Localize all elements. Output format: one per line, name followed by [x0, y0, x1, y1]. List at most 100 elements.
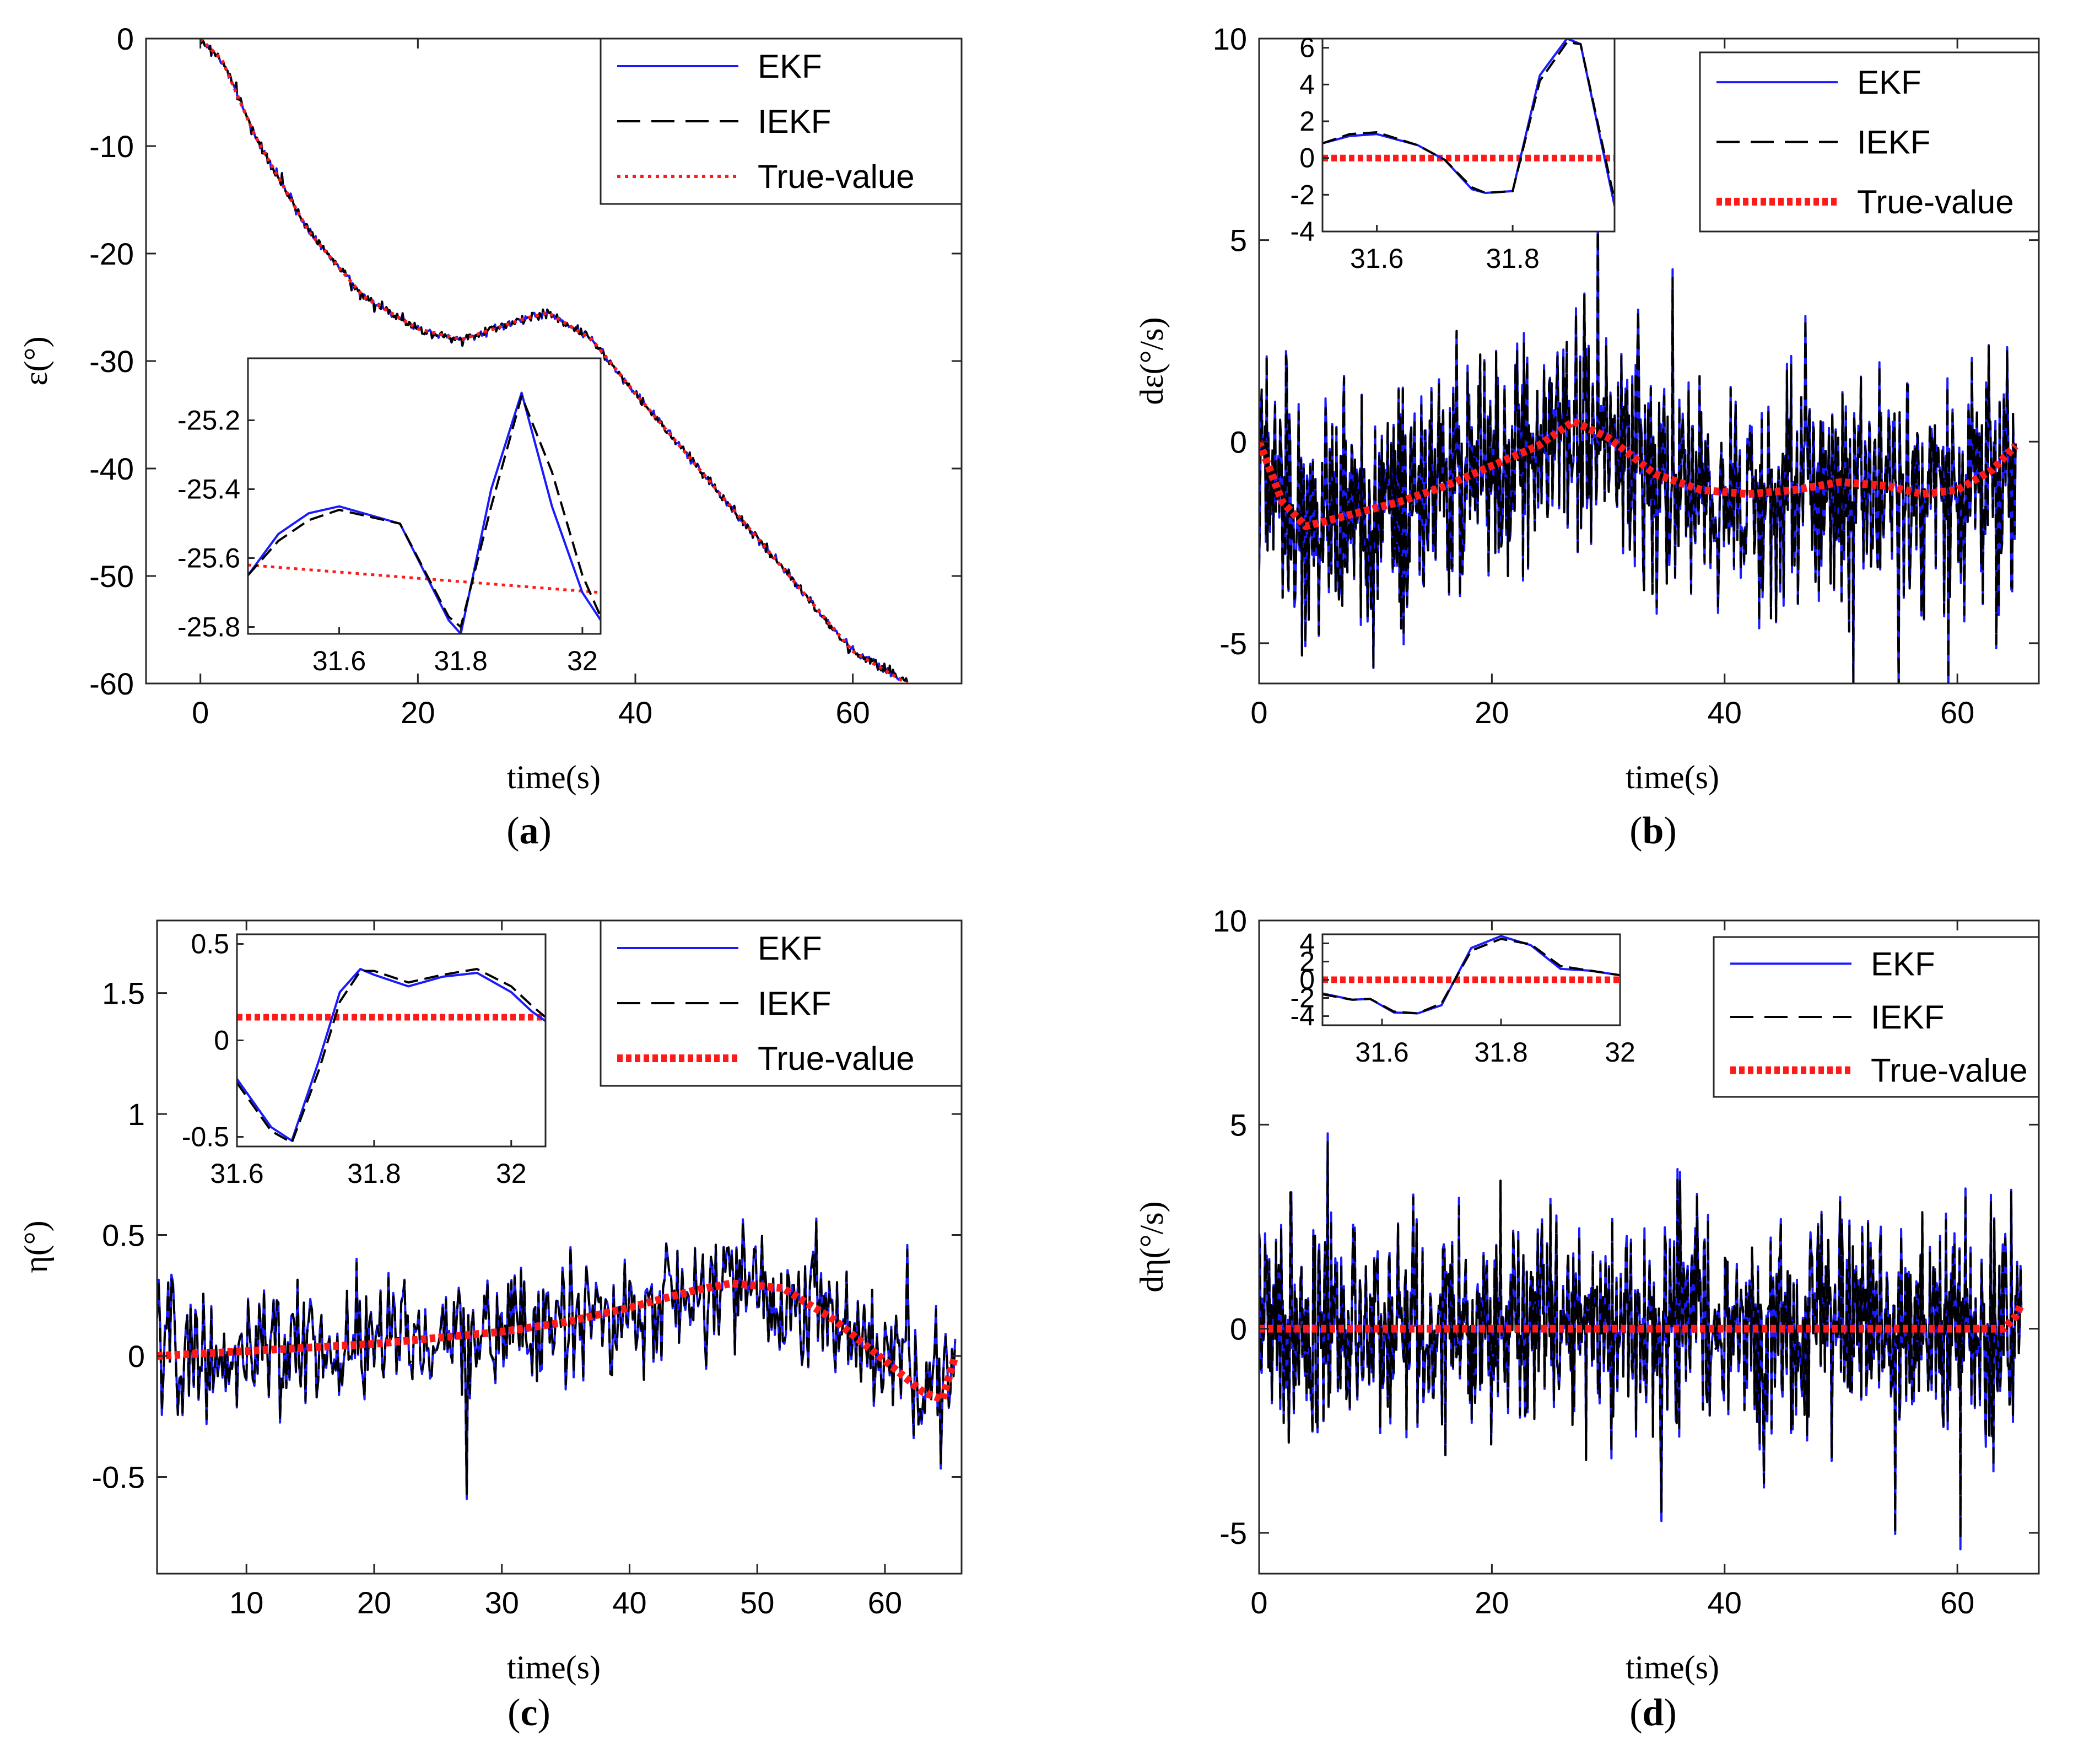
inset-y-tick-label-b: 0: [1299, 143, 1315, 174]
y-tick-label-a: -60: [89, 666, 134, 701]
y-axis-label-d: dη(°/s): [1133, 1201, 1170, 1292]
legend-label-truth-c: True-value: [758, 1040, 915, 1077]
inset-y-tick-label-c: -0.5: [182, 1122, 229, 1153]
y-tick-label-b: -5: [1219, 626, 1247, 661]
y-tick-label-c: 1: [128, 1097, 145, 1132]
panel-a: 0 20 40 60 0 -10 -20 -30 -40 -50 -60 time(s) ε(°) (a)…: [18, 21, 963, 852]
caption-d: (d): [1629, 1692, 1677, 1734]
x-tick-label-c: 30: [485, 1585, 519, 1620]
inset-x-tick-label-b: 31.8: [1486, 243, 1539, 274]
x-tick-label-c: 50: [740, 1585, 774, 1620]
plot-area-a: [199, 39, 909, 683]
inset-x-tick-label-d: 32: [1605, 1037, 1635, 1068]
iekf-series-d: [1259, 1141, 2023, 1539]
y-tick-label-b: 0: [1230, 424, 1247, 459]
inset-y-tick-label-a: -25.8: [177, 612, 240, 643]
legend-label-ekf-d: EKF: [1871, 945, 1935, 982]
y-tick-label-c: 0: [128, 1339, 145, 1374]
inset-iekf-a: [248, 395, 601, 628]
inset-iekf-d: [1322, 938, 1620, 1015]
y-tick-label-b: 5: [1230, 223, 1247, 258]
legend-label-iekf-a: IEKF: [758, 103, 831, 140]
axes-box-b: [1258, 37, 2040, 685]
y-tick-label-b: 10: [1213, 21, 1247, 56]
y-tick-label-a: -40: [89, 451, 134, 486]
plot-area-d: [1259, 1132, 2025, 1551]
y-tick-label-a: 0: [117, 21, 134, 56]
inset-d: 31.6 31.8 32 420-2-4: [1291, 928, 1635, 1068]
caption-a: (a): [506, 810, 552, 852]
panel-c: 10 20 30 40 50 60 1.5 1 0.5 0 -0.5 time(s) η(°) (c) 31…: [18, 919, 963, 1734]
legend-label-ekf-c: EKF: [758, 930, 822, 967]
inset-frame-a: [247, 357, 602, 635]
truth-series-a: [199, 39, 908, 683]
inset-x-tick-label-a: 32: [567, 645, 598, 676]
inset-x-tick-label-c: 31.8: [347, 1158, 401, 1189]
iekf-series-a: [199, 39, 909, 683]
x-tick-label-d: 60: [1940, 1585, 1974, 1620]
inset-plot-d: [1322, 935, 1620, 1015]
inset-plot-b: [1322, 39, 1615, 206]
x-tick-label-c: 10: [229, 1585, 263, 1620]
y-tick-label-c: 0.5: [102, 1218, 145, 1253]
inset-y-tick-label-c: 0.5: [191, 929, 229, 960]
inset-b: 31.6 31.8 6 4 2 0 -2 -4: [1291, 33, 1616, 274]
x-axis-label-c: time(s): [507, 1649, 601, 1686]
inset-y-tick-label-d: 2: [1299, 946, 1315, 977]
legend-label-truth-d: True-value: [1871, 1052, 2028, 1089]
inset-plot-a: [248, 391, 601, 634]
inset-y-tick-label-b: 4: [1299, 69, 1315, 100]
truth-series-d: [1259, 1302, 2025, 1333]
x-tick-label-a: 40: [618, 695, 652, 730]
plot-area-c: [157, 1217, 959, 1500]
inset-x-tick-label-a: 31.6: [312, 645, 366, 676]
inset-plot-c: [237, 968, 546, 1144]
y-axis-label-a: ε(°): [18, 336, 54, 385]
x-tick-label-b: 20: [1475, 695, 1509, 730]
legend-label-truth-a: True-value: [758, 158, 915, 195]
inset-box-c: [236, 933, 547, 1148]
inset-iekf-c: [237, 968, 546, 1144]
inset-iekf-b: [1322, 41, 1615, 201]
inset-c: 31.6 31.8 32 0.5 0 -0.5: [182, 929, 547, 1189]
y-tick-label-d: 5: [1230, 1107, 1247, 1142]
y-tick-label-d: -5: [1219, 1516, 1247, 1551]
x-tick-label-c: 20: [357, 1585, 391, 1620]
caption-c: (c): [508, 1692, 550, 1734]
inset-box-a: [247, 357, 602, 635]
inset-y-tick-label-a: -25.2: [177, 405, 240, 436]
inset-y-tick-label-a: -25.4: [177, 474, 240, 505]
inset-x-tick-label-d: 31.8: [1474, 1037, 1527, 1068]
inset-y-tick-label-d: 4: [1299, 928, 1315, 959]
y-tick-label-a: -30: [89, 344, 134, 379]
x-tick-label-a: 0: [192, 695, 209, 730]
y-tick-label-c: 1.5: [102, 976, 145, 1011]
inset-y-tick-label-d: -4: [1291, 1001, 1315, 1032]
inset-frame-b: [1321, 37, 1616, 233]
y-axis-label-c: η(°): [18, 1220, 54, 1273]
x-tick-label-b: 60: [1940, 695, 1974, 730]
truth-series-b: [1259, 417, 2018, 530]
x-tick-label-d: 20: [1475, 1585, 1509, 1620]
x-tick-label-d: 0: [1250, 1585, 1267, 1620]
truth-series-c: [157, 1279, 959, 1403]
x-tick-label-b: 0: [1250, 695, 1267, 730]
inset-y-tick-label-b: 2: [1299, 106, 1315, 137]
y-tick-label-a: -20: [89, 236, 134, 271]
inset-x-tick-label-c: 31.6: [210, 1158, 263, 1189]
axes-box-c: [156, 919, 963, 1575]
inset-x-tick-label-d: 31.6: [1355, 1037, 1408, 1068]
legend-label-truth-b: True-value: [1857, 184, 2014, 220]
legend-b: EKF IEKF True-value: [1699, 51, 2040, 233]
inset-y-tick-label-c: 0: [214, 1025, 229, 1056]
x-axis-label-b: time(s): [1626, 759, 1719, 795]
ekf-series-c: [157, 1217, 957, 1500]
legend-label-ekf-a: EKF: [758, 48, 822, 85]
x-tick-label-a: 20: [401, 695, 435, 730]
legend-label-ekf-b: EKF: [1857, 64, 1921, 101]
plot-area-b: [1259, 175, 2018, 683]
y-tick-label-d: 0: [1230, 1312, 1247, 1347]
